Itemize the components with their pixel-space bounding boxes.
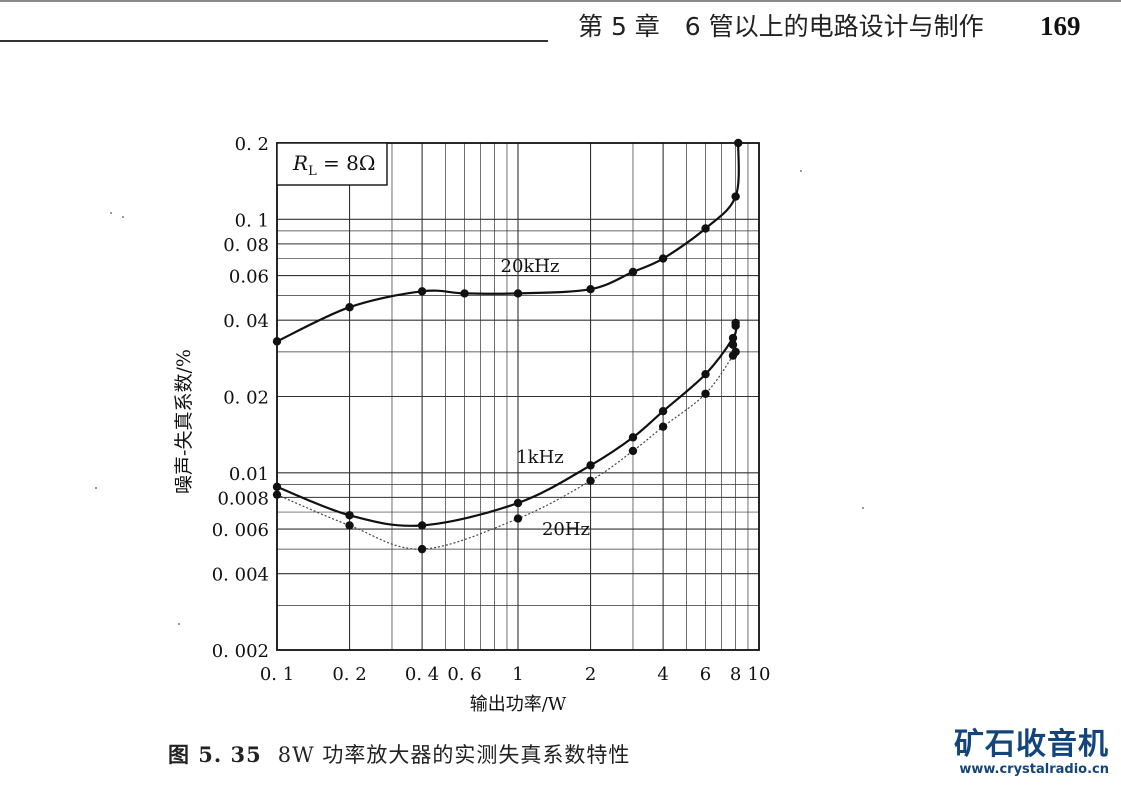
data-point xyxy=(513,289,523,298)
y-tick-label: 0. 08 xyxy=(223,235,269,256)
series-line xyxy=(276,350,737,550)
data-point xyxy=(731,318,740,328)
y-tick-label: 0. 02 xyxy=(223,388,269,409)
data-point xyxy=(734,138,743,148)
watermark-url: www.crystalradio.cn xyxy=(959,762,1109,777)
data-point xyxy=(586,461,595,470)
data-point xyxy=(513,498,523,508)
annotation-label: RL = 8Ω xyxy=(292,151,375,179)
data-point xyxy=(417,287,427,296)
y-tick-label: 0. 1 xyxy=(235,210,269,231)
scan-speck xyxy=(178,623,180,625)
caption-text: 8W 功率放大器的实测失真系数特性 xyxy=(277,743,631,767)
chapter-title: 第 5 章 6 管以上的电路设计与制作 xyxy=(578,12,984,41)
header-rule xyxy=(0,40,548,42)
data-point xyxy=(658,407,668,416)
scan-speck xyxy=(110,212,112,214)
x-tick-label: 0. 2 xyxy=(332,664,366,685)
y-tick-label: 0. 04 xyxy=(223,311,269,332)
data-point xyxy=(658,422,668,431)
x-tick-label: 0. 6 xyxy=(447,664,481,685)
data-point xyxy=(417,544,427,554)
data-point xyxy=(731,192,740,201)
series-label: 20Hz xyxy=(542,519,590,540)
figure-number: 图 5. 35 xyxy=(168,742,262,767)
data-point xyxy=(658,254,668,263)
data-point xyxy=(701,224,710,233)
y-tick-label: 0.06 xyxy=(229,267,269,288)
data-point xyxy=(272,482,282,492)
data-point xyxy=(460,289,469,298)
x-tick-label: 8 xyxy=(730,664,741,685)
figure-caption: 图 5. 35 8W 功率放大器的实测失真系数特性 xyxy=(168,742,630,768)
y-tick-label: 0. 006 xyxy=(212,520,269,541)
watermark-logo: 矿石收音机 xyxy=(954,727,1109,762)
y-tick-label: 0.008 xyxy=(217,488,269,509)
data-point xyxy=(731,347,740,357)
data-point xyxy=(586,285,595,294)
data-point xyxy=(628,267,638,277)
y-tick-label: 0. 2 xyxy=(235,134,269,155)
plot-frame xyxy=(276,142,760,651)
scan-speck xyxy=(122,216,124,218)
data-point xyxy=(272,337,282,346)
data-point xyxy=(586,476,595,486)
scan-speck xyxy=(800,170,802,172)
x-tick-label: 4 xyxy=(657,664,668,685)
y-tick-label: 0. 004 xyxy=(212,565,269,586)
x-tick-label: 0. 1 xyxy=(260,664,294,685)
data-point xyxy=(701,389,710,398)
y-axis-label: 噪声-失真系数/% xyxy=(173,349,195,494)
x-tick-label: 1 xyxy=(512,664,523,685)
data-point xyxy=(728,333,738,343)
data-point xyxy=(513,514,523,523)
x-axis-label: 输出功率/W xyxy=(470,694,567,715)
watermark: 矿石收音机 www.crystalradio.cn xyxy=(954,728,1109,778)
series-line xyxy=(276,325,738,527)
data-point xyxy=(345,521,354,530)
data-point xyxy=(345,511,354,520)
data-point xyxy=(345,303,354,312)
x-tick-label: 10 xyxy=(748,664,771,685)
data-point xyxy=(701,369,710,379)
data-point xyxy=(728,340,738,349)
data-point xyxy=(628,433,638,442)
data-point xyxy=(628,446,638,456)
y-tick-label: 0. 002 xyxy=(212,641,269,662)
data-point xyxy=(417,521,427,530)
annotation-box xyxy=(276,142,388,186)
x-tick-label: 2 xyxy=(585,664,596,685)
x-tick-label: 6 xyxy=(700,664,711,685)
series-label: 20kHz xyxy=(501,256,560,277)
x-tick-label: 0. 4 xyxy=(405,664,439,685)
series-label: 1kHz xyxy=(516,447,564,468)
page-number: 169 xyxy=(1040,11,1081,41)
scan-speck xyxy=(95,487,97,489)
data-point xyxy=(272,490,282,499)
top-rule xyxy=(0,0,1121,2)
scan-speck xyxy=(862,507,864,509)
y-tick-label: 0.01 xyxy=(229,464,269,485)
